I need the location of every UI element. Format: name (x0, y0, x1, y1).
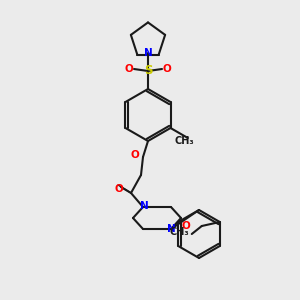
Text: O: O (115, 184, 123, 194)
Text: N: N (140, 201, 148, 211)
Text: CH₃: CH₃ (174, 136, 194, 146)
Text: N: N (144, 48, 152, 58)
Text: O: O (124, 64, 134, 74)
Text: CH₃: CH₃ (170, 227, 190, 237)
Text: O: O (130, 150, 140, 160)
Text: O: O (181, 221, 190, 231)
Text: N: N (167, 224, 176, 234)
Text: O: O (163, 64, 171, 74)
Text: S: S (144, 64, 152, 77)
